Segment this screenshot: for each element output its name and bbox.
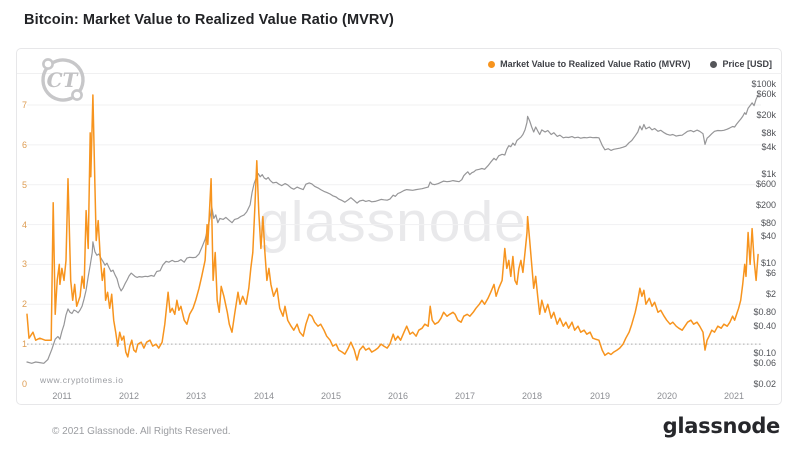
y-right-tick-label: $0.06 [753, 358, 776, 368]
glassnode-logo: glassnode [662, 414, 781, 438]
x-tick-label: 2014 [253, 391, 275, 401]
y-right-tick-label: $8k [761, 128, 776, 138]
y-right-tick-label: $600 [755, 179, 776, 189]
x-tick-label: 2011 [52, 391, 72, 401]
chart-card [16, 48, 782, 405]
chart-legend: Market Value to Realized Value Ratio (MV… [488, 59, 772, 69]
y-right-tick-label: $60k [756, 89, 776, 99]
legend-label-price: Price [USD] [722, 59, 772, 69]
y-right-tick-label: $100k [751, 79, 776, 89]
y-left-tick-label: 7 [21, 100, 27, 110]
y-left-tick-label: 4 [21, 220, 27, 230]
x-tick-label: 2016 [387, 391, 409, 401]
x-tick-label: 2019 [589, 391, 611, 401]
price-line [26, 94, 759, 364]
y-left-tick-label: 5 [21, 180, 27, 190]
x-tick-label: 2018 [521, 391, 543, 401]
cryptotimes-site-label: www.cryptotimes.io [40, 375, 124, 385]
page-title: Bitcoin: Market Value to Realized Value … [24, 12, 394, 28]
y-left-tick-label: 6 [21, 140, 27, 150]
y-left-tick-label: 3 [21, 259, 27, 269]
x-tick-label: 2012 [118, 391, 140, 401]
x-tick-label: 2021 [723, 391, 745, 401]
svg-text:CT: CT [47, 68, 80, 92]
y-right-tick-label: $2 [765, 289, 776, 299]
cryptotimes-logo-icon: CT [41, 58, 85, 102]
y-right-tick-label: $1k [761, 169, 776, 179]
y-left-tick-label: 2 [21, 299, 27, 309]
y-left-tick-label: 0 [21, 379, 27, 389]
y-right-tick-label: $0.80 [753, 307, 776, 317]
y-right-tick-label: $40 [760, 231, 776, 241]
x-tick-label: 2017 [454, 391, 476, 401]
y-right-tick-label: $4k [761, 142, 776, 152]
mvrv-line [26, 94, 759, 361]
x-tick-label: 2015 [320, 391, 342, 401]
y-right-tick-label: $6 [765, 268, 776, 278]
y-right-tick-label: $10 [760, 258, 776, 268]
price-legend-dot-icon [710, 60, 718, 68]
y-right-tick-label: $0.02 [753, 379, 776, 389]
x-tick-label: 2020 [656, 391, 678, 401]
y-right-tick-label: $80 [760, 218, 776, 228]
y-right-tick-label: $20k [756, 110, 776, 120]
glassnode-watermark: glassnode [258, 190, 527, 254]
y-right-tick-label: $200 [755, 200, 776, 210]
legend-item-mvrv[interactable]: Market Value to Realized Value Ratio (MV… [488, 59, 690, 69]
legend-item-price[interactable]: Price [USD] [710, 59, 772, 69]
mvrv-legend-dot-icon [488, 60, 496, 68]
legend-divider [17, 73, 782, 74]
y-left-tick-label: 1 [21, 339, 27, 349]
legend-label-mvrv: Market Value to Realized Value Ratio (MV… [500, 59, 691, 69]
y-right-tick-label: $0.10 [753, 348, 776, 358]
x-tick-label: 2013 [185, 391, 207, 401]
y-right-tick-label: $0.40 [753, 321, 776, 331]
footer-copyright: © 2021 Glassnode. All Rights Reserved. [52, 426, 231, 437]
